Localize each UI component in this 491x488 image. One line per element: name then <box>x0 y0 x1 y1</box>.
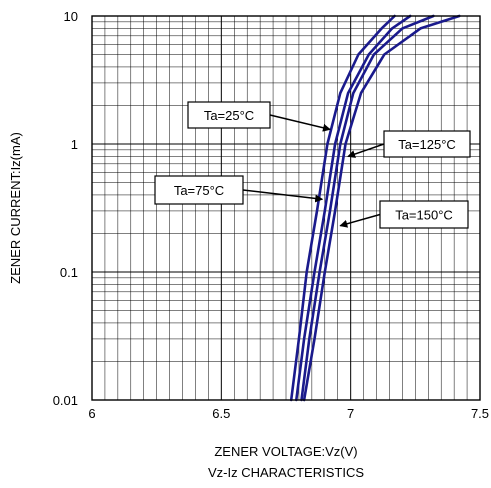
annotation: Ta=150°C <box>339 200 469 229</box>
series-lines <box>289 14 461 402</box>
y-tick-label: 1 <box>71 137 78 152</box>
annotation: Ta=75°C <box>154 175 324 205</box>
annotation-box <box>154 175 244 205</box>
annotation-box <box>187 101 271 129</box>
annotation-arrow <box>347 143 385 158</box>
chart-title: Vz-Iz CHARACTERISTICS <box>208 465 364 480</box>
series-annotations: Ta=25°C Ta=125°C Ta=75°C Ta=150°C <box>154 101 471 229</box>
y-tick-label: 10 <box>64 9 78 24</box>
y-axis-label: ZENER CURRENT:Iz(mA) <box>8 132 23 284</box>
x-axis-label: ZENER VOLTAGE:Vz(V) <box>214 444 357 459</box>
series-line-2 <box>295 14 412 402</box>
series-line-3 <box>300 14 435 402</box>
x-tick-label: 7 <box>347 406 354 421</box>
annotation-label: Ta=25°C <box>204 108 254 123</box>
x-tick-label: 7.5 <box>471 406 489 421</box>
annotation-label: Ta=150°C <box>395 208 453 223</box>
annotation-box <box>383 130 471 158</box>
y-tick-label: 0.1 <box>60 265 78 280</box>
y-tick-labels: 0.01 0.1 1 10 <box>53 9 78 408</box>
series-line-4 <box>302 14 461 402</box>
series-line-1 <box>289 14 396 402</box>
annotation: Ta=25°C <box>187 101 331 132</box>
y-tick-label: 0.01 <box>53 393 78 408</box>
annotation-label: Ta=75°C <box>174 183 224 198</box>
plot-frame <box>91 15 481 401</box>
annotation-arrow <box>269 114 331 132</box>
annotation-arrow <box>339 213 381 228</box>
x-tick-label: 6.5 <box>212 406 230 421</box>
annotation-label: Ta=125°C <box>398 137 456 152</box>
annotation-box <box>379 200 469 229</box>
x-tick-labels: 6 6.5 7 7.5 <box>88 406 489 421</box>
annotation: Ta=125°C <box>347 130 471 158</box>
x-tick-label: 6 <box>88 406 95 421</box>
annotation-arrow <box>242 189 324 203</box>
